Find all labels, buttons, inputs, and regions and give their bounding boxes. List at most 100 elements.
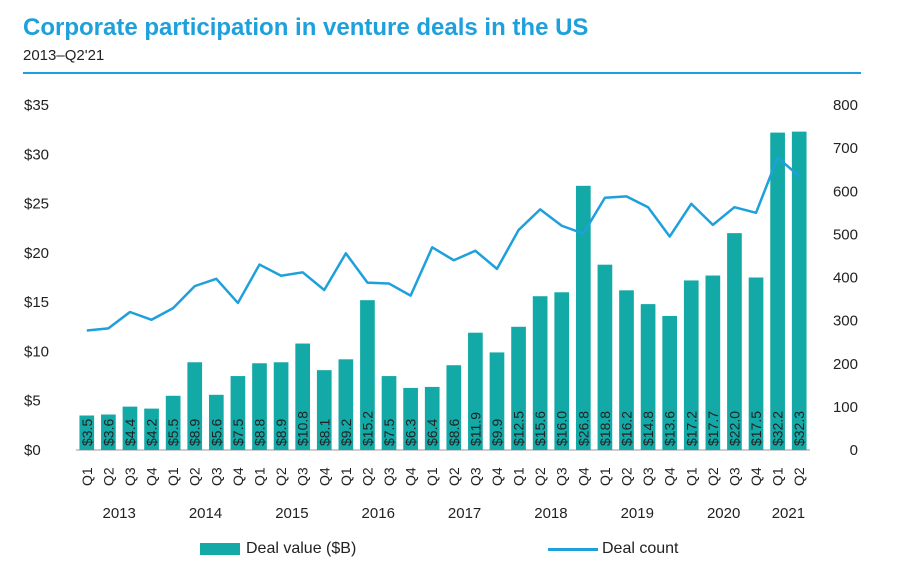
bar-data-label: $9.9 (489, 419, 505, 446)
bar-data-label: $16.0 (554, 411, 570, 446)
bar-data-label: $4.2 (144, 419, 160, 446)
x-quarter-tick-label: Q3 (554, 467, 570, 486)
y-right-tick-label: 600 (833, 183, 858, 200)
bar (446, 365, 462, 450)
bar-data-label: $22.0 (726, 411, 742, 446)
bar-data-label: $6.3 (403, 419, 419, 446)
bar (489, 352, 505, 450)
bar-data-label: $18.8 (597, 411, 613, 446)
x-quarter-tick-label: Q1 (511, 467, 527, 486)
chart-area: $0 $5 $10 $15 $20 $25 $30 $35 0 100 200 300 400 500 60… (24, 97, 858, 522)
bar-data-label: $3.5 (79, 419, 95, 446)
x-year-label: 2014 (189, 505, 222, 522)
bar-data-label: $6.4 (424, 419, 440, 446)
x-quarter-tick-label: Q2 (359, 467, 375, 486)
bar (208, 394, 224, 450)
x-quarter-tick-label: Q3 (122, 467, 138, 486)
x-quarter-tick-label: Q2 (705, 467, 721, 486)
deal-count-line (86, 156, 801, 332)
bar (252, 363, 267, 450)
y-left-tick-label: $15 (24, 294, 49, 311)
bar-data-label: $5.6 (208, 419, 224, 446)
legend-deal-count-label: Deal count (602, 540, 679, 557)
chart-subtitle: 2013–Q2'21 (23, 47, 105, 64)
y-right-tick-label: 700 (833, 140, 858, 157)
bar (597, 264, 613, 450)
bar (381, 376, 397, 450)
bar (79, 415, 95, 450)
bar (468, 332, 483, 450)
bar (338, 359, 354, 450)
x-quarter-tick-label: Q4 (403, 467, 419, 486)
x-quarter-tick-label: Q3 (208, 467, 224, 486)
bar (748, 277, 764, 450)
legend-deal-value-label: Deal value ($B) (246, 540, 357, 557)
bar (273, 362, 289, 450)
bar (770, 132, 785, 450)
y-left-tick-label: $30 (24, 146, 49, 163)
bar (403, 387, 418, 450)
bar-data-label: $8.1 (316, 419, 332, 446)
bar-data-label: $12.5 (511, 411, 527, 446)
bar (122, 406, 138, 450)
x-quarter-tick-label: Q2 (791, 467, 807, 486)
legend-bar-swatch (200, 543, 240, 555)
y-right-tick-label: 300 (833, 313, 858, 330)
bar (511, 326, 526, 450)
bar (662, 315, 678, 450)
y-left-tick-label: $0 (24, 442, 41, 459)
x-quarter-tick-label: Q4 (230, 467, 246, 486)
bar (554, 292, 570, 450)
title-divider (23, 72, 861, 74)
bar-data-label: $8.8 (252, 419, 268, 446)
bar (295, 343, 311, 450)
bar (619, 290, 634, 450)
y-left-tick-label: $10 (24, 343, 49, 360)
x-year-label: 2016 (362, 505, 395, 522)
x-year-label: 2018 (534, 505, 567, 522)
bar-data-label: $7.5 (230, 419, 246, 446)
x-quarter-tick-label: Q1 (79, 467, 95, 486)
x-year-label: 2013 (102, 505, 135, 522)
bar (683, 280, 699, 450)
x-quarter-tick-label: Q3 (295, 467, 311, 486)
chart-title: Corporate participation in venture deals… (23, 14, 589, 41)
bar-data-label: $8.9 (187, 419, 203, 446)
x-quarter-tick-label: Q1 (165, 467, 181, 486)
legend-deal-value: Deal value ($B) (200, 540, 356, 558)
x-quarter-tick-label: Q3 (381, 467, 397, 486)
x-quarter-tick-label: Q3 (726, 467, 742, 486)
x-year-label: 2019 (621, 505, 654, 522)
y-right-tick-label: 200 (833, 356, 858, 373)
x-year-label: 2021 (772, 505, 805, 522)
legend-line-swatch (548, 547, 598, 551)
y-left-tick-label: $20 (24, 245, 49, 262)
bar (165, 395, 181, 450)
bar-data-label: $7.5 (381, 419, 397, 446)
bar-data-label: $10.8 (295, 411, 311, 446)
bar-data-label: $4.4 (122, 419, 138, 446)
y-right-tick-label: 800 (833, 97, 858, 114)
bar (360, 300, 375, 450)
bar-data-label: $8.6 (446, 419, 462, 446)
x-quarter-tick-label: Q1 (683, 467, 699, 486)
x-quarter-tick-label: Q3 (640, 467, 656, 486)
bar-data-label: $26.8 (575, 411, 591, 446)
y-right-tick-label: 400 (833, 270, 858, 287)
x-quarter-tick-label: Q1 (597, 467, 613, 486)
x-quarter-tick-label: Q2 (273, 467, 289, 486)
y-left-tick-label: $35 (24, 97, 49, 114)
bar (705, 275, 721, 450)
bar-data-label: $14.8 (640, 411, 656, 446)
x-quarter-tick-label: Q3 (467, 467, 483, 486)
x-quarter-tick-label: Q4 (144, 467, 160, 486)
bar-data-label: $5.5 (165, 419, 181, 446)
bar-data-label: $11.9 (467, 412, 483, 446)
x-quarter-tick-label: Q2 (532, 467, 548, 486)
y-left-tick-label: $5 (24, 393, 41, 410)
bar-data-label: $32.3 (791, 411, 807, 446)
bar-data-label: $3.6 (100, 419, 116, 446)
x-quarter-tick-label: Q1 (770, 467, 786, 486)
bar (316, 370, 332, 450)
x-quarter-tick-label: Q4 (489, 467, 505, 486)
